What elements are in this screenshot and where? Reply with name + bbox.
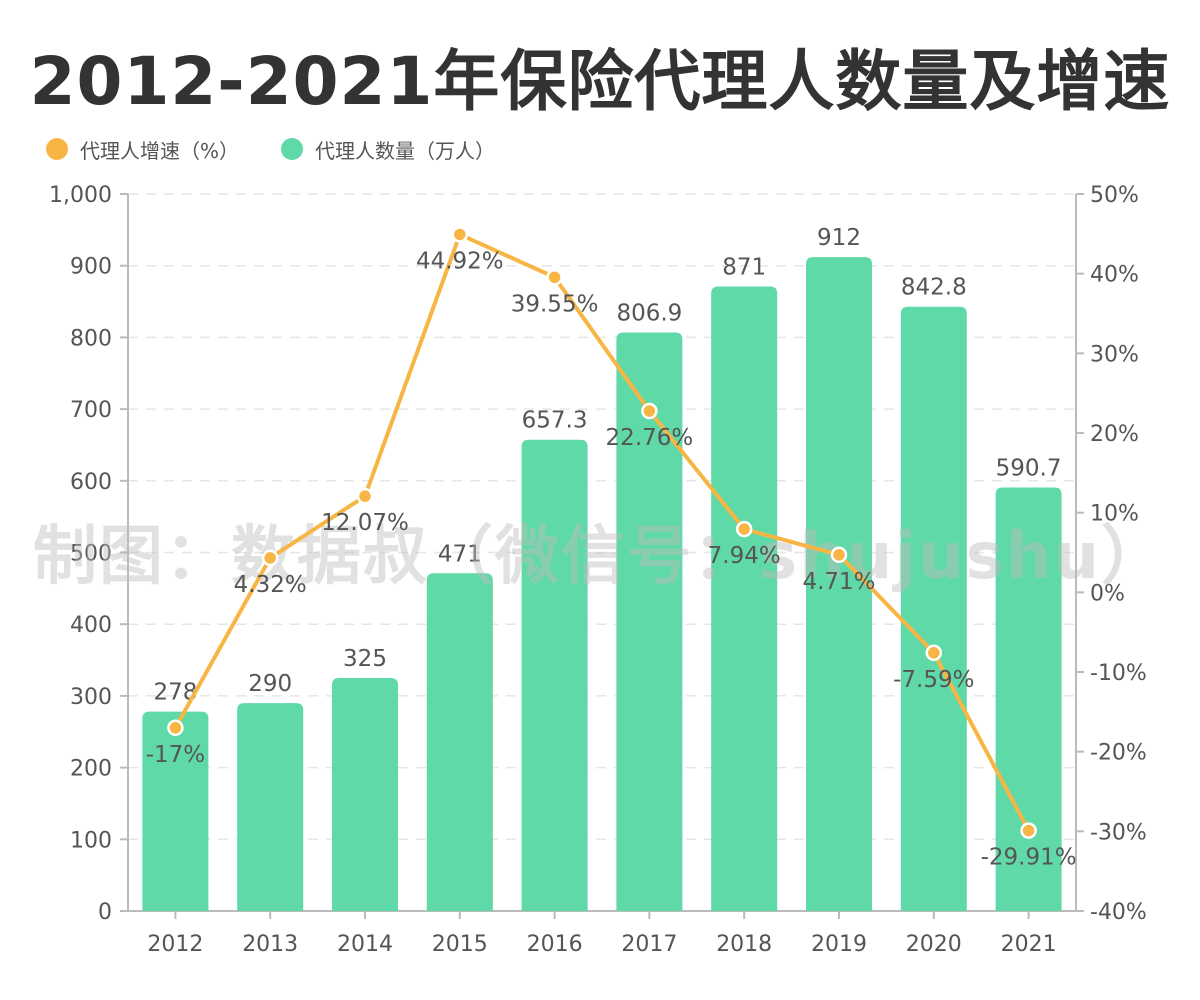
rate-point (641, 402, 658, 420)
y-left-tick-label: 100 (70, 828, 112, 853)
legend-rate-marker (46, 138, 68, 160)
rate-point (830, 546, 848, 564)
rate-line (173, 232, 1031, 832)
y-left-tick-label: 200 (70, 757, 112, 782)
rate-value-label: -29.91% (981, 845, 1077, 871)
bar-value-label: 290 (248, 671, 292, 697)
y-right-tick-label: 20% (1090, 422, 1139, 447)
rate-point (356, 487, 374, 505)
y-left-tick-label: 900 (70, 255, 112, 280)
x-tick-label: 2016 (527, 932, 583, 957)
y-left-tick-label: 600 (70, 470, 112, 495)
rate-point (261, 549, 279, 567)
bar-value-label: 842.8 (901, 275, 967, 301)
x-tick-label: 2018 (716, 932, 772, 957)
legend-count-label: 代理人数量（万人） (315, 138, 496, 163)
bar-value-label: 657.3 (522, 408, 588, 434)
bar-value-label: 590.7 (996, 455, 1062, 481)
y-right-tick-label: 40% (1090, 263, 1139, 288)
x-tick-label: 2014 (337, 932, 393, 957)
legend-rate-label: 代理人增速（%） (80, 138, 240, 163)
y-right-tick-label: -40% (1090, 900, 1147, 925)
bar (521, 439, 588, 911)
bar (900, 306, 967, 911)
bar (616, 332, 683, 911)
rate-value-label: 44.92% (416, 248, 504, 274)
rate-value-label: 4.71% (802, 569, 875, 595)
y-left-tick-label: 1,000 (49, 183, 112, 208)
rate-value-label: 12.07% (321, 510, 409, 536)
rate-point (167, 719, 184, 737)
y-left-tick-label: 400 (70, 613, 112, 638)
legend-count-marker (281, 138, 304, 160)
y-right-tick-label: -20% (1090, 741, 1147, 766)
rate-point (451, 226, 469, 243)
y-left-tick-label: 0 (98, 900, 112, 925)
bar (237, 703, 304, 911)
rate-point (1020, 822, 1037, 839)
bar (711, 286, 778, 911)
legend-item-rate[interactable]: 代理人增速（%） (46, 135, 239, 164)
x-tick-label: 2017 (621, 932, 677, 957)
bar (806, 257, 872, 911)
rate-value-label: -17% (146, 742, 205, 768)
bar (332, 677, 398, 911)
y-right-tick-label: 0% (1090, 581, 1125, 606)
chart-title: 2012-2021年保险代理人数量及增速 (29, 43, 1171, 120)
bar (995, 487, 1062, 911)
y-right-tick-label: 10% (1090, 502, 1139, 527)
x-tick-label: 2021 (1001, 932, 1057, 957)
chart-legend: 代理人增速（%） 代理人数量（万人） (46, 132, 537, 166)
rate-value-label: 39.55% (511, 291, 599, 317)
rate-value-label: 4.32% (234, 572, 307, 598)
x-tick-label: 2020 (906, 932, 962, 957)
rate-value-label: -7.59% (893, 667, 974, 693)
bar-value-label: 806.9 (616, 300, 682, 326)
watermark-text: 制图：数据叔（微信号：shujushu） (33, 520, 1167, 594)
legend-item-count[interactable]: 代理人数量（万人） (281, 135, 495, 164)
rate-point (925, 644, 943, 662)
x-tick-label: 2015 (432, 932, 488, 957)
bar-value-label: 325 (343, 646, 387, 672)
bar-value-label: 871 (722, 254, 766, 280)
y-right-tick-label: 50% (1090, 183, 1139, 208)
y-right-tick-label: -10% (1090, 661, 1147, 686)
y-left-tick-label: 800 (70, 326, 112, 351)
y-left-tick-label: 300 (70, 685, 112, 710)
bar-value-label: 912 (817, 225, 861, 251)
x-tick-label: 2019 (811, 932, 867, 957)
rate-point (735, 520, 753, 538)
y-left-tick-label: 500 (70, 542, 112, 567)
y-right-tick-label: 30% (1090, 342, 1139, 367)
rate-value-label: 22.76% (606, 425, 694, 451)
x-tick-label: 2013 (242, 932, 298, 957)
rate-point (546, 269, 563, 286)
rate-value-label: 7.94% (708, 543, 781, 569)
x-tick-label: 2012 (147, 932, 203, 957)
y-right-tick-label: -30% (1090, 820, 1147, 845)
bar (142, 711, 209, 911)
bar (426, 573, 493, 911)
bar-value-label: 471 (438, 541, 482, 567)
y-left-tick-label: 700 (70, 398, 112, 423)
